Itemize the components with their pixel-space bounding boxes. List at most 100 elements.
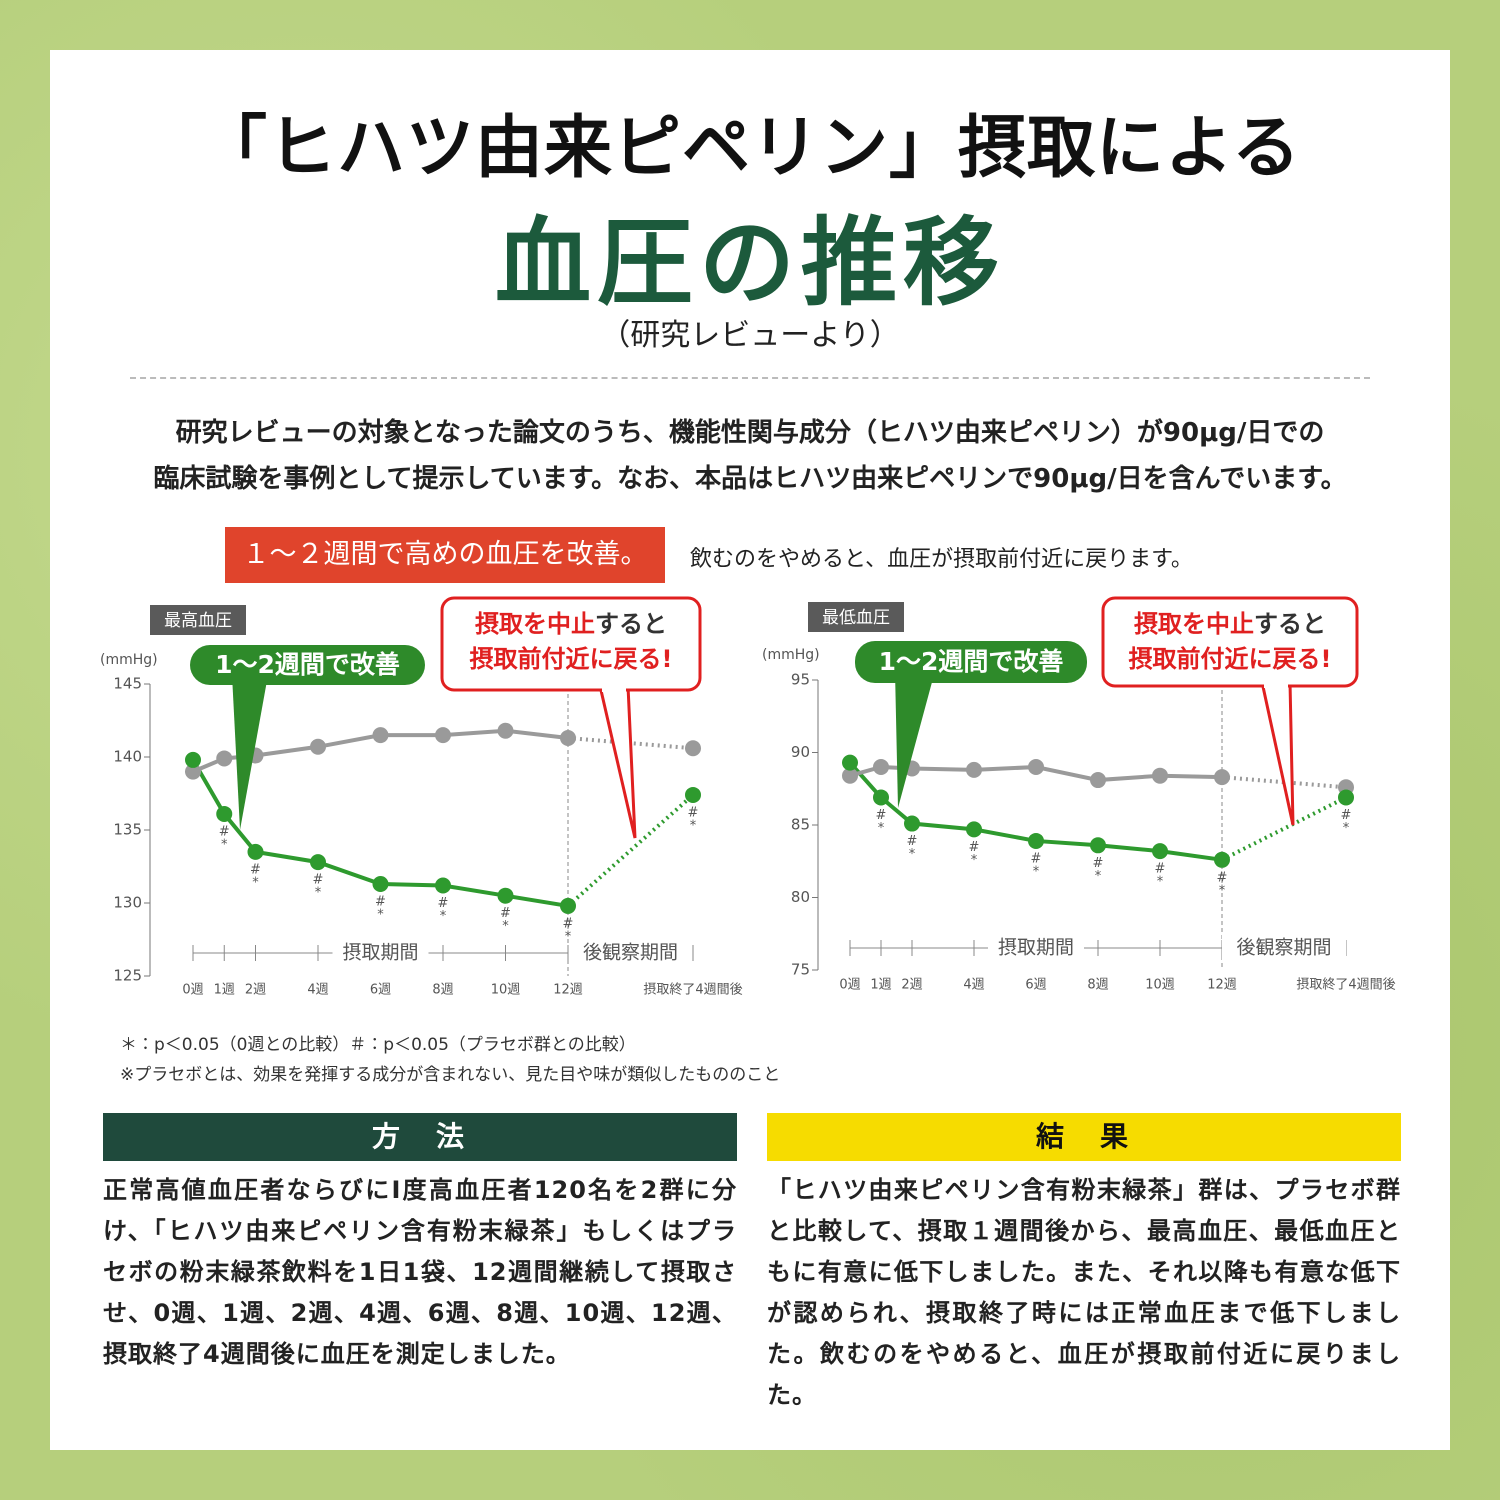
period-label: 後観察期間 (583, 942, 678, 964)
y-tick-label: 140 (113, 748, 142, 766)
callout-red-join (1264, 680, 1288, 688)
sig-label: * (440, 909, 447, 924)
callout-red-text: 摂取前付近に戻る! (470, 645, 673, 673)
data-point (185, 751, 201, 768)
period-label: 摂取期間 (998, 937, 1074, 959)
callout-red-emphasis: 摂取を中止 (475, 610, 595, 638)
y-unit: (mmHg) (762, 647, 820, 663)
data-point (185, 763, 201, 780)
x-tick-label: 4週 (307, 983, 328, 998)
callout-green-text: 1～2週間で改善 (879, 647, 1064, 676)
x-tick-label: 摂取終了4週間後 (1296, 977, 1395, 993)
callout-red-rest: すると (1254, 610, 1326, 638)
callout-pointer (1260, 680, 1295, 826)
y-unit: (mmHg) (100, 652, 158, 668)
data-point (904, 815, 920, 832)
sig-label: * (252, 875, 259, 890)
sig-label: * (1095, 869, 1102, 884)
y-tick-label: 125 (113, 967, 142, 985)
callout-pointer (232, 675, 268, 830)
result-title: 結 果 (767, 1113, 1401, 1161)
sig-label: # (1031, 851, 1042, 866)
sig-label: # (1155, 862, 1166, 877)
data-point (1028, 832, 1044, 849)
sig-label: # (313, 873, 324, 888)
data-point (966, 821, 982, 838)
divider (130, 377, 1370, 379)
x-tick-label: 2週 (245, 983, 266, 998)
x-tick-label: 0週 (839, 978, 860, 993)
data-point (560, 730, 576, 747)
x-tick-label: 6週 (1025, 978, 1046, 993)
data-point (435, 727, 451, 744)
subtitle: 血圧の推移 (495, 207, 1005, 319)
x-tick-label: 8週 (1087, 978, 1108, 993)
series-line-after (1221, 775, 1347, 790)
sig-label: # (1093, 856, 1104, 871)
footnote: ＊：p＜0.05（0週との比較）＃：p＜0.05（プラセボ群との比較） (120, 1035, 636, 1055)
callout-green (190, 645, 425, 685)
data-point (842, 754, 858, 771)
data-point (216, 805, 233, 822)
sig-label: # (876, 808, 887, 823)
x-tick-label: 8週 (432, 983, 453, 998)
x-tick-label: 2週 (901, 978, 922, 993)
sig-label: * (1219, 883, 1226, 898)
sig-label: # (907, 834, 918, 849)
x-tick-label: 10週 (1145, 978, 1175, 993)
period-label-bg (1222, 934, 1346, 962)
series-line (191, 758, 569, 908)
sig-label: * (1033, 864, 1040, 879)
sig-label: * (690, 818, 697, 833)
y-tick-label: 90 (791, 743, 810, 761)
sig-label: * (315, 886, 322, 901)
panel-label-box (808, 602, 904, 632)
sig-label: * (377, 908, 384, 923)
data-point (310, 738, 326, 755)
panel-label: 最低血圧 (822, 608, 890, 628)
data-point (685, 786, 701, 803)
period-label-bg (332, 939, 429, 967)
callout-green (855, 641, 1087, 683)
sig-label: * (1157, 875, 1164, 890)
data-point (372, 876, 389, 893)
y-tick-label: 145 (113, 675, 142, 693)
method-title: 方 法 (103, 1113, 737, 1161)
data-point (1214, 769, 1230, 786)
x-tick-label: 6週 (370, 983, 391, 998)
data-point (372, 727, 389, 744)
y-tick-label: 80 (791, 888, 810, 906)
data-point (1338, 789, 1354, 806)
callout-red-join (602, 684, 626, 692)
sig-label: # (563, 916, 574, 931)
data-point (1028, 759, 1044, 775)
sig-label: # (688, 805, 699, 820)
x-tick-label: 1週 (214, 983, 235, 998)
footnote: ※プラセボとは、効果を発揮する成分が含まれない、見た目や味が類似したもののこと (120, 1065, 781, 1085)
y-tick-label: 135 (113, 821, 142, 839)
data-point (497, 722, 514, 739)
x-tick-label: 4週 (963, 978, 984, 993)
data-point (685, 740, 701, 757)
sig-label: * (971, 853, 978, 868)
x-tick-label: 12週 (553, 983, 583, 998)
period-label: 後観察期間 (1236, 937, 1331, 959)
callout-red-text: 摂取前付近に戻る! (1129, 645, 1332, 673)
period-label-bg (988, 934, 1084, 962)
data-point (1090, 837, 1106, 854)
y-tick-label: 95 (791, 671, 810, 689)
data-point (247, 843, 264, 860)
callout-pointer (895, 671, 935, 808)
x-tick-label: 1週 (870, 978, 891, 993)
sig-label: * (502, 919, 509, 934)
x-tick-label: 10週 (491, 983, 521, 998)
sig-label: * (565, 929, 572, 944)
data-point (435, 877, 451, 894)
sig-label: # (969, 840, 980, 855)
y-tick-label: 130 (113, 894, 142, 912)
data-point (310, 854, 326, 871)
data-point (1090, 772, 1106, 789)
callout-pointer (598, 684, 637, 839)
x-tick-label: 摂取終了4週間後 (643, 982, 742, 998)
